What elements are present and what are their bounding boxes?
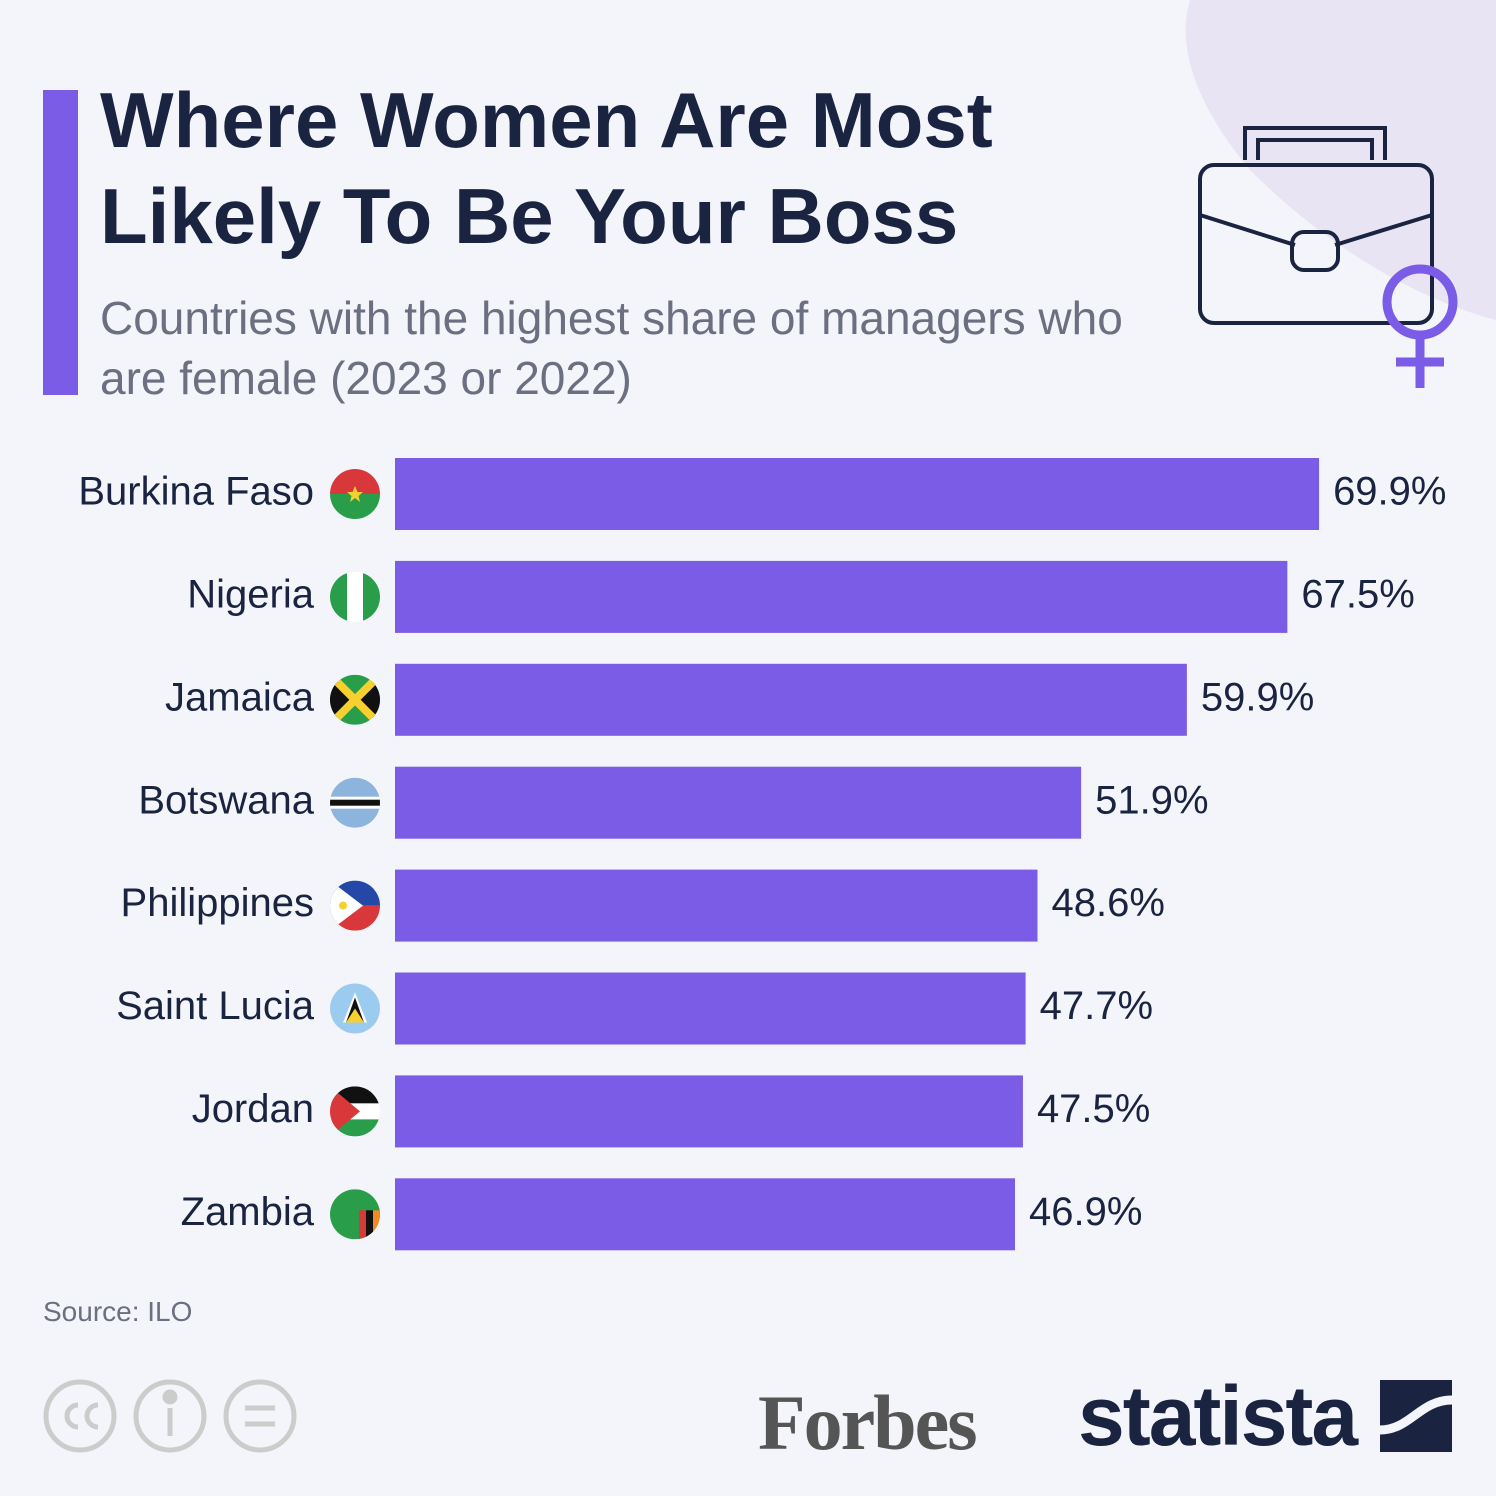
flag-part xyxy=(363,571,380,622)
chart-subtitle: Countries with the highest share of mana… xyxy=(100,292,1123,404)
value-label: 47.5% xyxy=(1037,1087,1150,1131)
flag xyxy=(330,777,380,828)
background-blob xyxy=(1185,0,1496,320)
bar xyxy=(395,972,1026,1045)
flag xyxy=(330,1189,380,1240)
category-label: Jordan xyxy=(192,1087,314,1131)
statista-logo-icon xyxy=(1379,1380,1453,1452)
bar xyxy=(395,458,1320,530)
license-icons xyxy=(43,1379,297,1453)
category-label: Saint Lucia xyxy=(116,984,315,1028)
flag-part xyxy=(330,1086,360,1137)
value-label: 47.7% xyxy=(1040,984,1153,1028)
source: Source: ILO xyxy=(43,1296,193,1327)
flag-part xyxy=(347,486,363,502)
female-icon xyxy=(1382,264,1458,388)
flag-part xyxy=(330,571,347,622)
value-label: 46.9% xyxy=(1029,1190,1142,1234)
value-label: 48.6% xyxy=(1051,881,1164,925)
value-label: 67.5% xyxy=(1301,572,1414,616)
chart-title: Where Women Are Most Likely To Be Your B… xyxy=(100,76,993,260)
category-label: Botswana xyxy=(138,778,314,822)
bar xyxy=(395,1178,1016,1251)
flag-part xyxy=(346,1008,364,1023)
category-label: Jamaica xyxy=(165,675,315,719)
flag xyxy=(330,1086,380,1137)
flag xyxy=(330,469,380,519)
bar xyxy=(395,1075,1023,1148)
value-label: 51.9% xyxy=(1095,778,1208,822)
category-label: Philippines xyxy=(121,881,314,925)
statista-logo: statista xyxy=(1078,1369,1358,1463)
category-label: Nigeria xyxy=(187,572,314,616)
value-label: 69.9% xyxy=(1333,470,1446,514)
flag-part xyxy=(330,799,380,806)
flag-part xyxy=(339,901,347,910)
briefcase-icon xyxy=(1198,126,1434,325)
category-label: Burkina Faso xyxy=(78,470,314,514)
flag-part xyxy=(330,674,380,725)
bar xyxy=(395,663,1187,736)
flag-part xyxy=(373,1210,380,1240)
forbes-logo: Forbes xyxy=(758,1379,978,1466)
flag xyxy=(330,674,380,725)
bar xyxy=(395,766,1082,839)
value-label: 59.9% xyxy=(1201,675,1314,719)
flag-part xyxy=(366,1210,373,1240)
bar xyxy=(395,560,1288,633)
flag-part xyxy=(359,1210,366,1240)
category-label: Zambia xyxy=(181,1190,315,1234)
flag xyxy=(330,880,380,931)
accent-bar xyxy=(43,90,78,395)
bar xyxy=(395,869,1038,942)
flag xyxy=(330,571,380,622)
flag xyxy=(330,983,380,1034)
